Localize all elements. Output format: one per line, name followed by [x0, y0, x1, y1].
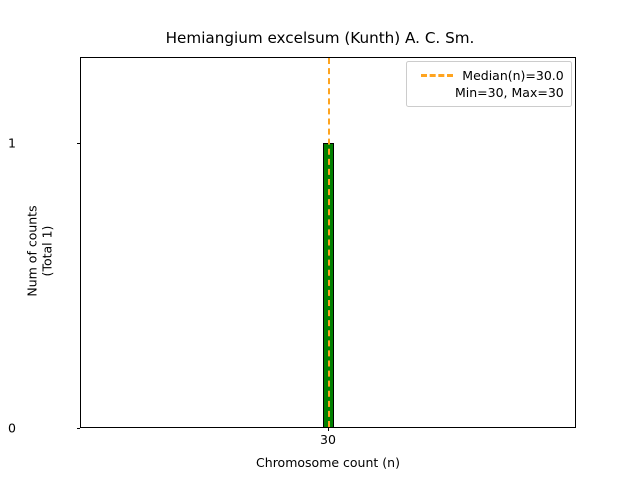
legend: Median(n)=30.0 Min=30, Max=30 [406, 61, 572, 107]
legend-label-minmax: Min=30, Max=30 [455, 84, 564, 100]
y-tick-label-0: 0 [8, 420, 16, 436]
y-axis: 0 1 [0, 0, 80, 480]
y-tick-mark-1 [76, 142, 80, 144]
y-axis-label: Num of counts (Total 1) [25, 66, 55, 437]
median-line [328, 58, 330, 427]
y-axis-label-line1: Num of counts [24, 205, 40, 297]
x-tick-mark-30 [327, 427, 329, 431]
y-axis-label-line2: (Total 1) [39, 225, 55, 277]
legend-label-median: Median(n)=30.0 [462, 67, 564, 83]
plot-area [80, 57, 576, 428]
x-tick-label-30: 30 [320, 432, 336, 447]
legend-entry-median: Median(n)=30.0 [414, 67, 564, 84]
legend-entry-minmax: Min=30, Max=30 [414, 84, 564, 101]
blank-swatch-icon [414, 91, 446, 94]
y-tick-mark-0 [76, 427, 80, 429]
x-axis-label: Chromosome count (n) [256, 455, 400, 470]
dashed-line-icon [421, 74, 454, 77]
chart-title: Hemiangium excelsum (Kunth) A. C. Sm. [165, 29, 475, 47]
y-tick-label-1: 1 [8, 135, 16, 151]
